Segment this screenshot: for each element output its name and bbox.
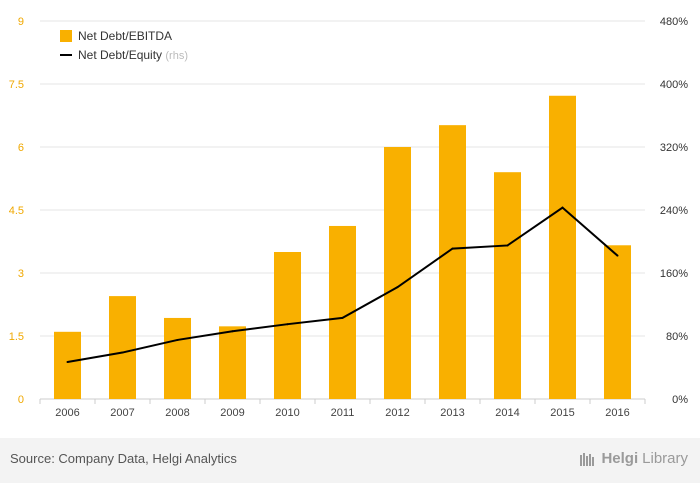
legend-swatch-bar <box>60 30 72 42</box>
bar-net-debt-ebitda <box>494 172 521 399</box>
source-text: Source: Company Data, Helgi Analytics <box>10 451 237 466</box>
chart-canvas: 0 0% 1.5 80% 3 160% 4.5 240% 6 320% 7.5 400% 9 480% 20… <box>9 16 689 419</box>
left-axis-tick-label: 7.5 <box>9 79 24 91</box>
bar-net-debt-ebitda <box>439 125 466 399</box>
x-axis-tick-label: 2013 <box>440 407 464 419</box>
legend-label-net-debt-equity: Net Debt/Equity (rhs) <box>78 48 188 62</box>
left-axis-tick-label: 3 <box>18 268 24 280</box>
x-axis-tick-label: 2007 <box>110 407 134 419</box>
point-net-debt-equity <box>66 360 69 363</box>
right-axis-tick-label: 400% <box>660 79 688 91</box>
point-net-debt-equity <box>616 254 619 257</box>
brand-logo[interactable]: Helgi Library <box>579 450 688 467</box>
bar-net-debt-ebitda <box>109 296 136 399</box>
right-axis-tick-label: 480% <box>660 16 688 28</box>
left-axis-tick-label: 1.5 <box>9 331 24 343</box>
x-axis-tick-label: 2006 <box>55 407 79 419</box>
point-net-debt-equity <box>341 316 344 319</box>
left-axis-tick-label: 9 <box>18 16 24 28</box>
right-axis-tick-label: 80% <box>666 331 688 343</box>
x-axis-tick-label: 2008 <box>165 407 189 419</box>
bar-net-debt-ebitda <box>384 147 411 399</box>
footer: Source: Company Data, Helgi Analytics He… <box>0 438 700 483</box>
left-axis-tick-label: 4.5 <box>9 205 24 217</box>
x-axis-tick-label: 2009 <box>220 407 244 419</box>
bar-net-debt-ebitda <box>54 331 81 399</box>
right-axis-tick-label: 0% <box>672 394 688 406</box>
left-axis-tick-label: 0 <box>18 394 24 406</box>
brand-name-bold: Helgi <box>601 450 639 467</box>
point-net-debt-equity <box>176 338 179 341</box>
library-icon <box>580 452 595 466</box>
x-axis-tick-label: 2015 <box>550 407 574 419</box>
right-axis-tick-label: 160% <box>660 268 688 280</box>
legend-rhs-note: (rhs) <box>165 50 188 62</box>
bar-net-debt-ebitda <box>219 326 246 399</box>
x-axis-tick-label: 2016 <box>605 407 629 419</box>
point-net-debt-equity <box>396 286 399 289</box>
point-net-debt-equity <box>231 330 234 333</box>
x-axis-tick-label: 2011 <box>331 407 355 419</box>
bar-net-debt-ebitda <box>549 95 576 399</box>
x-axis-tick-label: 2010 <box>275 407 299 419</box>
right-axis-tick-label: 240% <box>660 205 688 217</box>
left-axis-tick-label: 6 <box>18 142 24 154</box>
legend-label-net-debt-ebitda: Net Debt/EBITDA <box>78 29 172 43</box>
point-net-debt-equity <box>506 244 509 247</box>
x-axis-tick-label: 2012 <box>385 407 409 419</box>
point-net-debt-equity <box>121 351 124 354</box>
right-axis-tick-label: 320% <box>660 142 688 154</box>
x-axis-tick-label: 2014 <box>495 407 519 419</box>
point-net-debt-equity <box>451 247 454 250</box>
brand-name-rest: Library <box>642 450 688 467</box>
bar-net-debt-ebitda <box>604 245 631 399</box>
point-net-debt-equity <box>286 323 289 326</box>
point-net-debt-equity <box>561 206 564 209</box>
bar-net-debt-ebitda <box>164 317 191 399</box>
